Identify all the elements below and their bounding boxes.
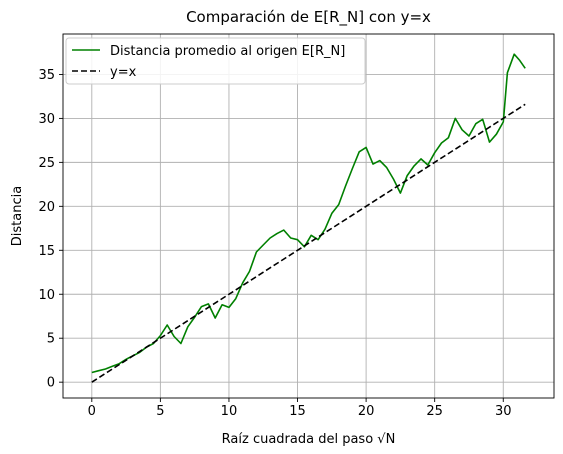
- legend-label-distance: Distancia promedio al origen E[R_N]: [110, 44, 345, 59]
- x-axis-label: Raíz cuadrada del paso √N: [222, 432, 396, 447]
- y-tick-label: 20: [38, 200, 55, 215]
- y-tick-label: 15: [38, 244, 55, 259]
- y-tick-label: 30: [38, 112, 55, 127]
- y-tick-label: 0: [47, 376, 55, 391]
- series-line-distance: [91, 53, 526, 374]
- legend-label-identity: y=x: [110, 65, 137, 80]
- x-tick-label: 10: [221, 404, 238, 419]
- y-axis-label: Distancia: [10, 186, 25, 246]
- y-tick-label: 25: [38, 156, 55, 171]
- legend-box: [65, 37, 366, 85]
- x-tick-label: 15: [289, 404, 306, 419]
- y-tick-label: 5: [47, 332, 55, 347]
- axes-frame: [62, 33, 555, 399]
- x-tick-label: 0: [88, 404, 96, 419]
- series-line-identity: [91, 103, 526, 383]
- x-tick-label: 5: [156, 404, 164, 419]
- chart-title: Comparación de E[R_N] con y=x: [186, 8, 431, 27]
- x-tick-label: 20: [358, 404, 375, 419]
- legend: Distancia promedio al origen E[R_N] y=x: [65, 37, 366, 85]
- x-tick-label: 25: [426, 404, 443, 419]
- plot-series: [91, 53, 526, 383]
- axis-ticks: 0 5 10 15 20 25 30 0 5 10 15 20 25 30 35: [38, 68, 511, 419]
- x-tick-label: 30: [495, 404, 512, 419]
- y-tick-label: 10: [38, 288, 55, 303]
- y-tick-label: 35: [38, 68, 55, 83]
